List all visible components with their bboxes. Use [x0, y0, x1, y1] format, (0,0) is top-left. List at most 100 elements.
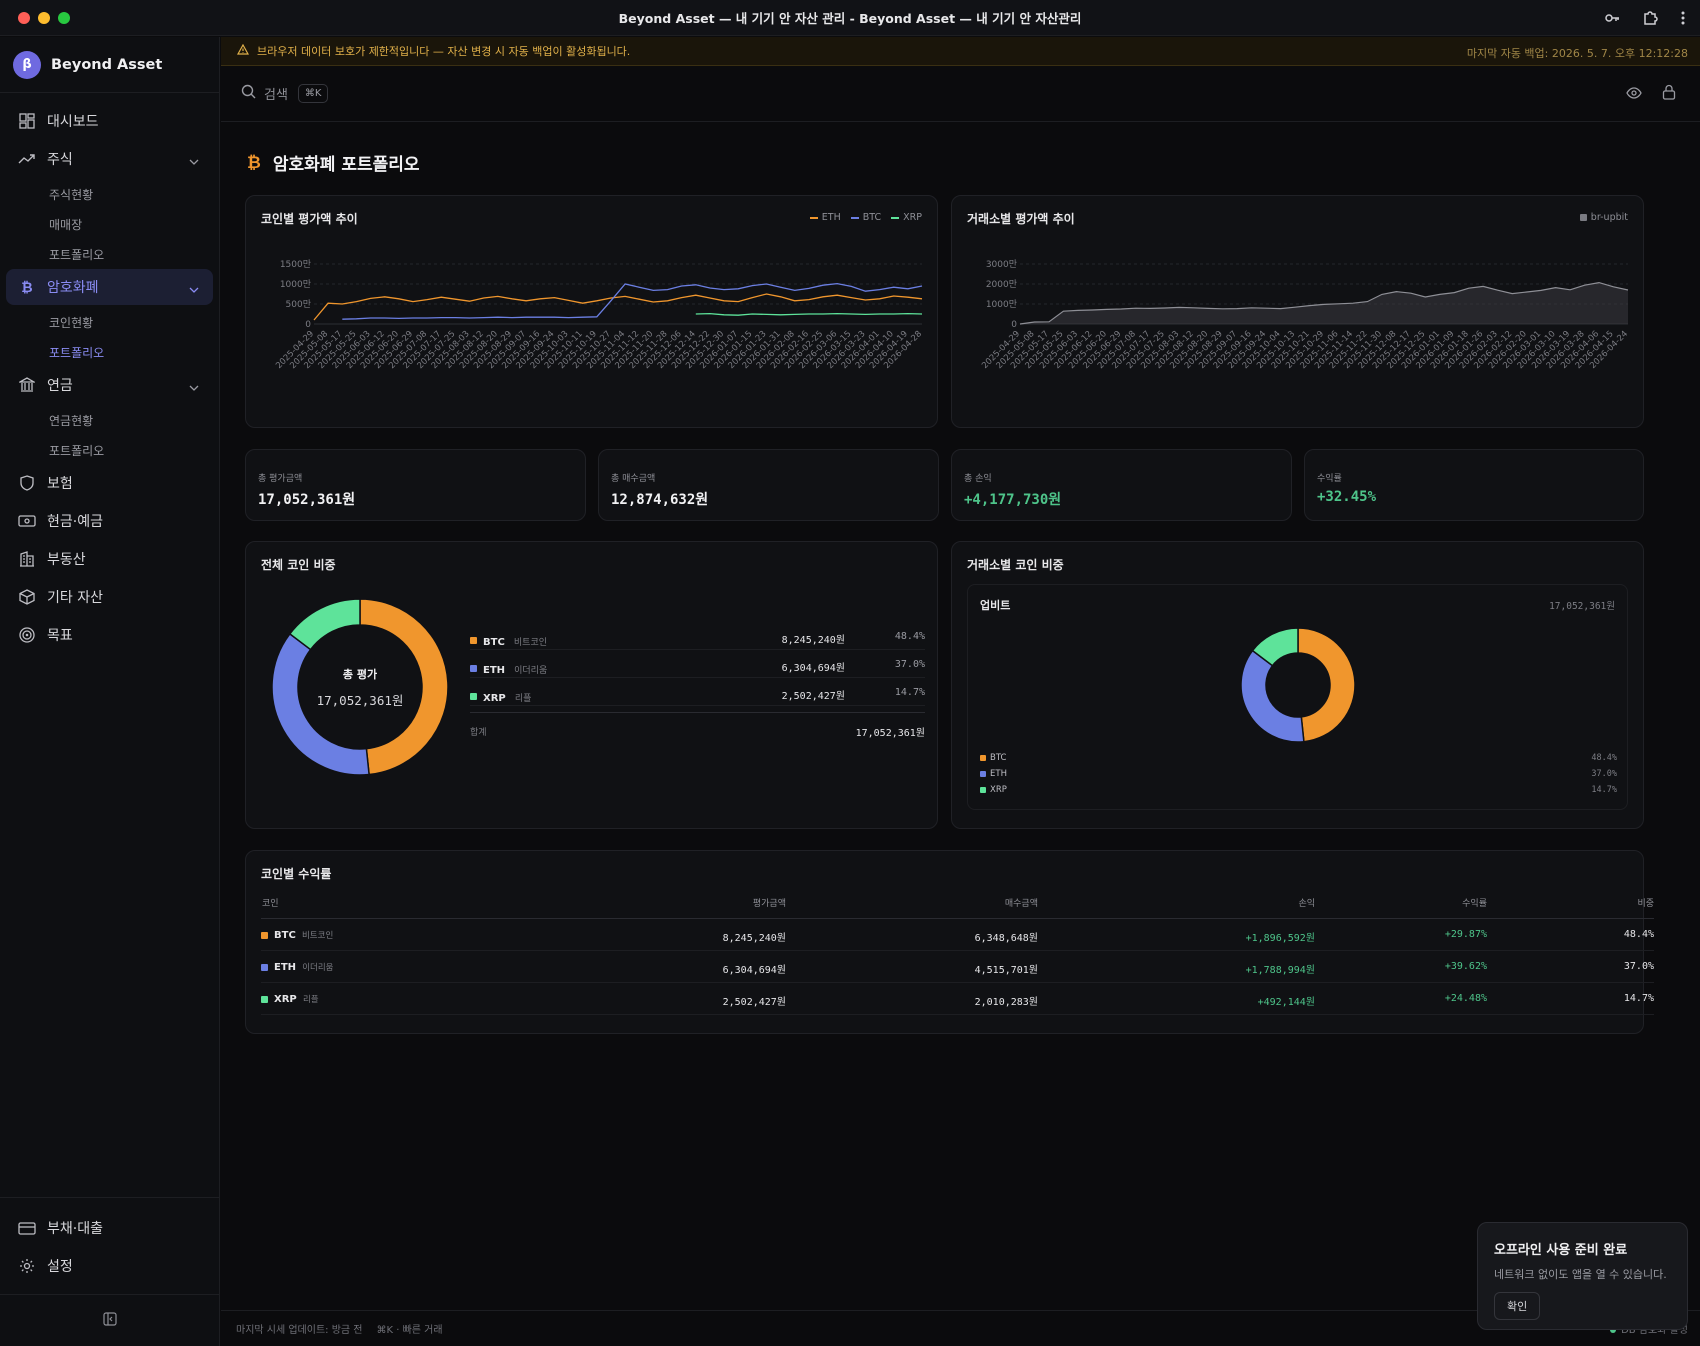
pnl-cell: +1,788,994원	[1245, 965, 1315, 976]
sidebar-item-stocks[interactable]: 주식	[6, 141, 213, 177]
sidebar-item-crypto[interactable]: ₿ 암호화폐	[6, 269, 213, 305]
value-cell: 6,304,694원	[722, 965, 786, 976]
exchange-trend-chart: 3000만2000만1000만02025-04-292025-05-082025…	[980, 259, 1630, 371]
coin-symbol: BTC	[274, 930, 296, 941]
coin-value: 6,304,694원	[781, 663, 845, 674]
bitcoin-icon: ₿	[247, 152, 261, 173]
donut-slice-eth[interactable]	[1240, 649, 1305, 743]
y-tick-label: 500만	[286, 299, 311, 310]
weight-cell: 48.4%	[1623, 929, 1654, 940]
topbar: 검색 ⌘K	[221, 66, 1700, 122]
y-tick-label: 2000만	[986, 279, 1017, 290]
sidebar-subitem-trade-log[interactable]: 매매장	[49, 217, 83, 232]
sidebar-item-label: 암호화폐	[47, 280, 99, 296]
bank-icon	[18, 376, 36, 394]
chevron-down-icon[interactable]	[189, 379, 199, 395]
card-title: 코인별 수익률	[261, 867, 332, 881]
toast-confirm-button[interactable]: 확인	[1494, 1292, 1541, 1320]
card-title: 거래소별 코인 비중	[967, 558, 1064, 572]
sidebar-item-insurance[interactable]: 보험	[6, 465, 213, 501]
search-input[interactable]: 검색	[264, 88, 288, 103]
xrp-swatch	[470, 693, 477, 700]
brand[interactable]: β Beyond Asset	[0, 37, 219, 93]
sidebar-subitem-pension-portfolio[interactable]: 포트폴리오	[49, 443, 105, 458]
donut-slice-eth[interactable]	[271, 632, 370, 776]
donut-center-label: 총 평가	[342, 668, 378, 681]
target-icon	[18, 626, 36, 644]
key-icon[interactable]	[1604, 10, 1620, 26]
coin-name: 비트코인	[513, 638, 548, 648]
cost-cell: 2,010,283원	[974, 997, 1038, 1008]
sidebar-subitem-stock-status[interactable]: 주식현황	[49, 187, 94, 202]
lock-icon[interactable]	[1662, 84, 1676, 104]
btc-swatch	[980, 754, 986, 761]
sidebar-item-real-estate[interactable]: 부동산	[6, 541, 213, 577]
eye-icon[interactable]	[1626, 84, 1642, 104]
sidebar-item-cash[interactable]: 현금·예금	[6, 503, 213, 539]
stat-label: 총 손익	[964, 474, 992, 484]
coin-pct: 37.0%	[1591, 769, 1617, 779]
cash-icon	[18, 512, 36, 530]
sidebar-subitem-coin-status[interactable]: 코인현황	[49, 315, 94, 330]
weight-cell: 14.7%	[1623, 993, 1654, 1004]
db-status: DB 암호화 활성	[1610, 1321, 1688, 1336]
extension-icon[interactable]	[1642, 10, 1658, 26]
sidebar-item-label: 연금	[47, 378, 73, 394]
donut-slice-btc[interactable]	[359, 598, 449, 776]
chart-legend: ETH BTC XRP	[809, 212, 922, 223]
trending-up-icon	[18, 150, 36, 168]
search-shortcut-badge: ⌘K	[297, 84, 329, 103]
y-tick-label: 1500만	[280, 259, 311, 270]
coin-pct: 14.7%	[1591, 785, 1617, 795]
donut-slice-xrp[interactable]	[1251, 627, 1299, 667]
shortcut-hint: ⌘K · 빠른 거래	[376, 1325, 443, 1336]
coin-allocation-donut	[271, 598, 449, 776]
table-row[interactable]: ETH 이더리움 6,304,694원 4,515,701원 +1,788,99…	[261, 951, 1654, 983]
y-tick-label: 0	[1011, 320, 1017, 330]
donut-slice-btc[interactable]	[1297, 627, 1356, 743]
exchange-allocation-card: 거래소별 코인 비중 업비트 17,052,361원 BTC 48.4% ETH 3…	[951, 541, 1644, 829]
stat-label: 총 평가금액	[258, 474, 303, 484]
xrp-swatch	[261, 995, 268, 1003]
more-menu-icon[interactable]	[1680, 10, 1686, 26]
main-content: 브라우저 데이터 보호가 제한적입니다 — 자산 변경 시 자동 백업이 활성화…	[221, 37, 1700, 1346]
page-title-text: 암호화폐 포트폴리오	[272, 155, 420, 175]
search-icon[interactable]	[241, 84, 256, 103]
sidebar: β Beyond Asset 대시보드 주식 주식현황 매매장 포트폴리오 ₿ …	[0, 37, 220, 1346]
sidebar-item-pension[interactable]: 연금	[6, 367, 213, 403]
box-icon	[18, 588, 36, 606]
coin-pct: 37.0%	[894, 659, 925, 670]
coin-name: 리플	[514, 694, 532, 704]
column-header: 매수금액	[1004, 899, 1038, 909]
sidebar-item-dashboard[interactable]: 대시보드	[6, 103, 213, 139]
minimize-window-button[interactable]	[38, 11, 50, 24]
table-row[interactable]: BTC 비트코인 8,245,240원 6,348,648원 +1,896,59…	[261, 919, 1654, 951]
list-item: XRP 14.7%	[980, 785, 1617, 801]
table-row[interactable]: XRP 리플 2,502,427원 2,010,283원 +492,144원 +…	[261, 983, 1654, 1015]
close-window-button[interactable]	[18, 11, 30, 24]
stat-label: 총 매수금액	[611, 474, 656, 484]
donut-center: 총 평가 17,052,361원	[290, 666, 430, 709]
stat-card-total-pnl: 총 손익 +4,177,730원	[951, 449, 1292, 521]
sidebar-item-label: 기타 자산	[47, 590, 103, 606]
maximize-window-button[interactable]	[58, 11, 70, 24]
sidebar-item-settings[interactable]: 설정	[6, 1248, 213, 1284]
sidebar-item-goals[interactable]: 목표	[6, 617, 213, 653]
sidebar-item-debt[interactable]: 부채·대출	[6, 1210, 213, 1246]
cost-cell: 4,515,701원	[974, 965, 1038, 976]
collapse-sidebar-button[interactable]	[0, 1294, 219, 1346]
y-tick-label: 3000만	[986, 259, 1017, 270]
sidebar-item-other-assets[interactable]: 기타 자산	[6, 579, 213, 615]
coin-value: 2,502,427원	[781, 691, 845, 702]
value-cell: 8,245,240원	[722, 933, 786, 944]
chevron-down-icon[interactable]	[189, 281, 199, 297]
sidebar-subitem-pension-status[interactable]: 연금현황	[49, 413, 94, 428]
offline-ready-toast: 오프라인 사용 준비 완료 네트워크 없이도 앱을 열 수 있습니다. 확인	[1477, 1222, 1688, 1330]
last-update-text: 마지막 시세 업데이트: 방금 전	[236, 1325, 363, 1336]
sidebar-subitem-crypto-portfolio[interactable]: 포트폴리오	[49, 345, 105, 360]
coin-name: 리플	[302, 995, 319, 1005]
donut-slice-xrp[interactable]	[288, 598, 361, 651]
list-item: BTC 비트코인 8,245,240원 48.4%	[470, 622, 925, 650]
sidebar-subitem-stock-portfolio[interactable]: 포트폴리오	[49, 247, 105, 262]
chevron-down-icon[interactable]	[189, 153, 199, 169]
